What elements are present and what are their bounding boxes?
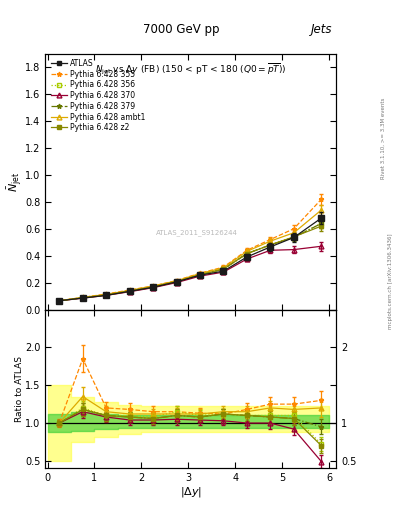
Text: $N_{\rm jet}$ vs $\Delta y$ (FB) (150 < pT < 180 ($Q0 = \overline{pT}$)): $N_{\rm jet}$ vs $\Delta y$ (FB) (150 < … bbox=[95, 61, 286, 77]
Y-axis label: $\bar{N}_{\rm jet}$: $\bar{N}_{\rm jet}$ bbox=[5, 172, 24, 192]
Text: 7000 GeV pp: 7000 GeV pp bbox=[143, 23, 219, 36]
Text: ATLAS_2011_S9126244: ATLAS_2011_S9126244 bbox=[156, 229, 238, 236]
Y-axis label: Ratio to ATLAS: Ratio to ATLAS bbox=[15, 356, 24, 422]
Text: Rivet 3.1.10, >= 3.3M events: Rivet 3.1.10, >= 3.3M events bbox=[381, 98, 386, 179]
Text: Jets: Jets bbox=[310, 23, 332, 36]
Text: mcplots.cern.ch [arXiv:1306.3436]: mcplots.cern.ch [arXiv:1306.3436] bbox=[388, 234, 393, 329]
X-axis label: $|\Delta y|$: $|\Delta y|$ bbox=[180, 485, 202, 499]
Legend: ATLAS, Pythia 6.428 355, Pythia 6.428 356, Pythia 6.428 370, Pythia 6.428 379, P: ATLAS, Pythia 6.428 355, Pythia 6.428 35… bbox=[48, 57, 148, 135]
